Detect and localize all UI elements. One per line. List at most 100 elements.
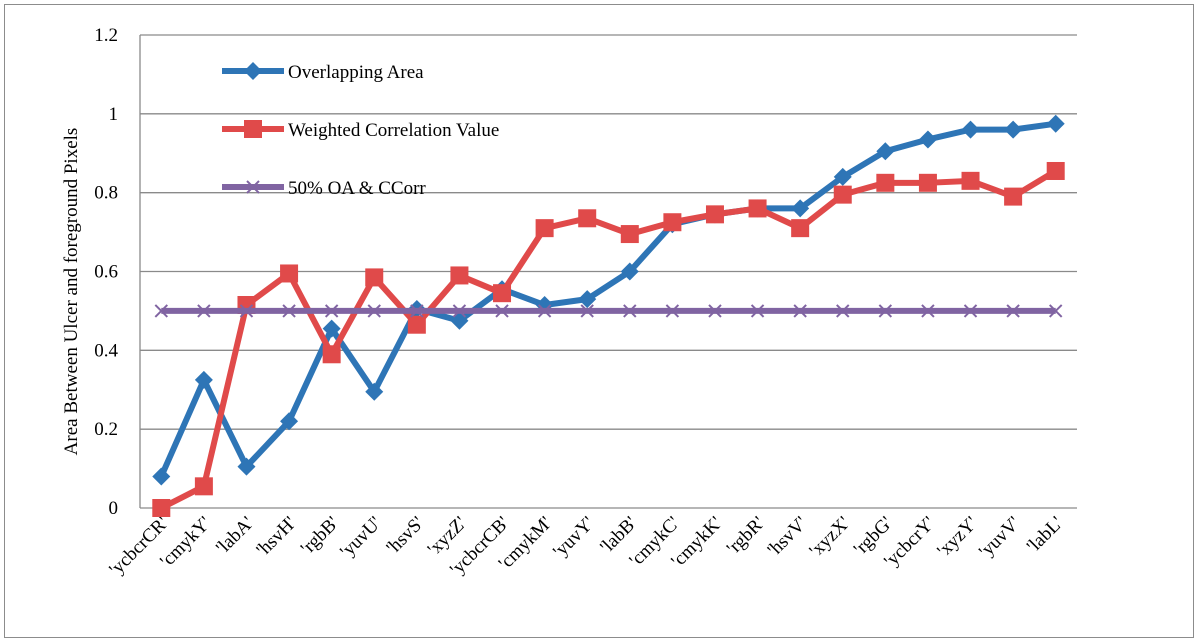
legend-label: Weighted Correlation Value bbox=[288, 120, 499, 141]
data-point-x bbox=[246, 180, 260, 194]
data-point-square bbox=[748, 199, 767, 218]
y-tick-label: 0.8 bbox=[94, 183, 118, 204]
data-point-diamond bbox=[961, 120, 980, 139]
data-point-x bbox=[921, 304, 935, 318]
data-point-square bbox=[1004, 187, 1023, 206]
y-tick-label: 0.2 bbox=[94, 419, 118, 440]
x-tick-label: 'rgbR' bbox=[723, 513, 769, 559]
data-point-x bbox=[580, 304, 594, 318]
data-point-square bbox=[918, 173, 937, 192]
data-point-square bbox=[876, 173, 895, 192]
x-tick-label: 'rgbB' bbox=[297, 513, 343, 559]
data-point-square bbox=[244, 120, 262, 138]
data-point-square bbox=[535, 219, 554, 238]
x-tick-label: 'labA' bbox=[212, 513, 258, 559]
data-point-x bbox=[367, 304, 381, 318]
chart-frame bbox=[4, 4, 1194, 638]
data-point-square bbox=[194, 477, 213, 496]
y-tick-label: 1.2 bbox=[94, 25, 118, 46]
x-tick-label: 'labL' bbox=[1023, 513, 1067, 557]
data-point-diamond bbox=[1046, 114, 1065, 133]
data-point-x bbox=[495, 304, 509, 318]
data-point-square bbox=[407, 315, 426, 334]
data-point-x bbox=[963, 304, 978, 318]
y-tick-labels: 0 0.2 0.4 0.6 0.8 1 1.2 bbox=[94, 25, 118, 519]
data-point-x bbox=[623, 304, 637, 318]
data-point-square bbox=[663, 213, 682, 232]
data-point-x bbox=[836, 304, 850, 318]
data-point-x bbox=[750, 304, 765, 318]
y-tick-label: 0.6 bbox=[94, 262, 118, 283]
x-tick-label: 'xyzX' bbox=[805, 513, 854, 562]
data-point-x bbox=[197, 304, 211, 318]
data-point-square bbox=[1046, 161, 1065, 180]
data-point-diamond bbox=[194, 370, 213, 389]
data-point-x bbox=[154, 304, 169, 318]
data-point-square bbox=[705, 205, 724, 224]
series-line bbox=[159, 168, 1058, 511]
legend-item: Overlapping Area bbox=[222, 62, 424, 83]
data-point-square bbox=[365, 268, 384, 287]
data-point-square bbox=[493, 284, 512, 303]
data-point-diamond bbox=[1004, 120, 1023, 139]
data-point-x bbox=[708, 304, 722, 318]
data-point-diamond bbox=[280, 412, 299, 431]
data-point-diamond bbox=[918, 130, 937, 149]
data-point-x bbox=[537, 304, 552, 318]
x-tick-label: 'ycbcrCR' bbox=[105, 513, 172, 580]
data-point-square bbox=[791, 219, 810, 238]
data-point-x bbox=[665, 304, 680, 318]
gridlines bbox=[139, 34, 1077, 509]
legend-label: 50% OA & CCorr bbox=[288, 178, 426, 199]
data-point-diamond bbox=[833, 167, 852, 186]
data-point-diamond bbox=[237, 457, 256, 476]
x-tick-label: 'hsvH' bbox=[253, 513, 301, 561]
y-tick-label: 0 bbox=[109, 498, 119, 519]
data-point-x bbox=[410, 304, 424, 318]
x-tick-label: 'xyzY' bbox=[933, 513, 982, 562]
y-tick-label: 1 bbox=[109, 104, 119, 125]
legend: Overlapping Area Weighted Correlation Val… bbox=[222, 62, 499, 199]
data-point-x bbox=[1048, 304, 1063, 318]
data-point-x bbox=[324, 304, 339, 318]
data-point-x bbox=[878, 304, 893, 318]
series-layer bbox=[152, 114, 1065, 517]
x-tick-label: 'yuvV' bbox=[975, 513, 1025, 563]
data-point-square bbox=[450, 266, 469, 285]
data-point-square bbox=[620, 225, 639, 244]
x-tick-label: 'yuvU' bbox=[336, 513, 386, 563]
data-point-diamond bbox=[322, 319, 341, 338]
series-3 bbox=[154, 304, 1063, 318]
data-point-square bbox=[833, 185, 852, 204]
x-tick-labels: 'ycbcrCR''cmykY''labA''hsvH''rgbB''yuvU'… bbox=[105, 513, 1067, 580]
data-point-diamond bbox=[365, 382, 384, 401]
x-tick-label: 'hsvS' bbox=[383, 513, 429, 559]
data-point-square bbox=[152, 499, 171, 517]
data-point-x bbox=[1006, 304, 1020, 318]
data-point-x bbox=[452, 304, 467, 318]
series-line bbox=[158, 120, 1057, 478]
series-2 bbox=[152, 161, 1065, 517]
data-point-diamond bbox=[244, 62, 262, 80]
y-axis-label: Area Between Ulcer and foreground Pixels bbox=[61, 128, 82, 456]
data-point-diamond bbox=[578, 290, 597, 309]
y-tick-label: 0.4 bbox=[94, 340, 118, 361]
data-point-x bbox=[239, 304, 254, 318]
data-point-square bbox=[280, 264, 299, 283]
data-point-diamond bbox=[791, 199, 810, 218]
legend-item: Weighted Correlation Value bbox=[222, 120, 499, 141]
data-point-x bbox=[793, 304, 807, 318]
x-tick-label: 'yuvY' bbox=[549, 513, 599, 563]
series-1 bbox=[152, 114, 1065, 486]
data-point-square bbox=[322, 345, 341, 364]
data-point-square bbox=[961, 171, 980, 190]
data-point-square bbox=[578, 209, 597, 228]
data-point-diamond bbox=[620, 262, 639, 281]
data-point-x bbox=[282, 304, 296, 318]
data-point-diamond bbox=[152, 467, 171, 486]
x-tick-label: 'hsvV' bbox=[764, 513, 812, 561]
legend-label: Overlapping Area bbox=[288, 62, 424, 83]
legend-item: 50% OA & CCorr bbox=[222, 178, 426, 199]
data-point-diamond bbox=[876, 142, 895, 161]
